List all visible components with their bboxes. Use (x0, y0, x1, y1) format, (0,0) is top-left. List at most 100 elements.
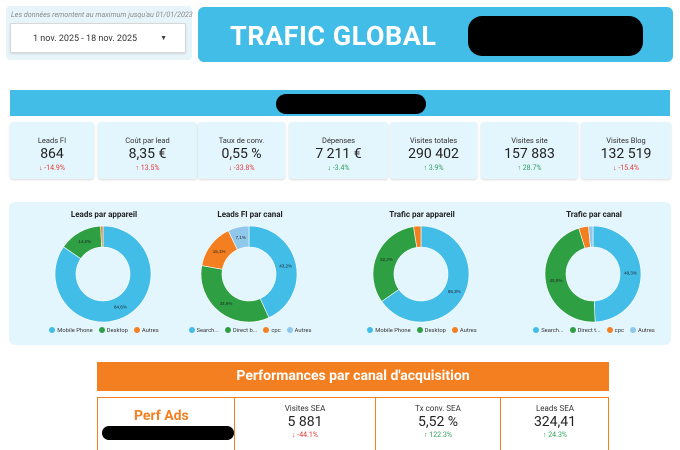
section-banner (10, 90, 670, 116)
legend-item: Autres (133, 327, 159, 334)
kpi-card-visites-blog: Visites Blog 132 519 ↓ -15.4% (581, 122, 671, 179)
chart-title: Leads FI par canal (217, 210, 283, 219)
kpi-delta: ↑ 28.7% (517, 164, 542, 172)
kpi-delta: ↓ -15.4% (613, 164, 639, 172)
donut-slice-2 (200, 265, 270, 323)
chart-title: Leads par appareil (70, 210, 138, 219)
legend-label: Desktop (424, 328, 446, 334)
legend-swatch (416, 327, 423, 333)
legend-swatch (606, 327, 613, 333)
legend-swatch (367, 327, 374, 333)
page-title: TRAFIC GLOBAL (230, 20, 437, 52)
legend-item: Desktop (98, 327, 128, 334)
legend-item: Autres (451, 327, 477, 334)
legend-swatch (569, 327, 576, 333)
arrow-down-icon: ↓ (613, 164, 619, 172)
donut-slice-1 (248, 225, 298, 319)
kpi-delta: ↑ 3.9% (423, 164, 444, 172)
slice-data-label: 7,1% (236, 235, 246, 240)
donut-svg: 84,6% 14,6% (54, 225, 152, 323)
kpi-card-depenses: Dépenses 7 211 € ↓ -3.4% (289, 122, 388, 179)
arrow-down-icon: ↓ (228, 164, 234, 172)
metric-delta: ↑ 24.3% (542, 431, 568, 439)
metric-label: Tx conv. SEA (415, 404, 461, 413)
donut-slice-2 (372, 226, 418, 302)
slice-data-label: 45,9% (550, 278, 563, 283)
arrow-up-icon: ↑ (135, 164, 141, 172)
metric-label: Visites SEA (284, 404, 326, 413)
donut-slice-1 (592, 225, 642, 323)
metric-value: 5 881 (287, 414, 323, 430)
legend-label: Desktop (106, 328, 128, 334)
date-range-value: 1 nov. 2025 - 18 nov. 2025 (33, 34, 138, 44)
legend-swatch (49, 327, 56, 333)
donut-chart-leads-canal: Leads FI par canal 43,2% 34,6% 15,1% 7,1% S… (175, 202, 325, 345)
legend-swatch (98, 327, 105, 333)
kpi-delta: ↓ -33.8% (228, 164, 255, 172)
legend-label: Mobile Phone (375, 328, 411, 334)
arrow-up-icon: ↑ (423, 164, 429, 172)
metric-delta: ↓ -44.1% (292, 431, 318, 439)
donut-slice-3 (413, 225, 422, 248)
kpi-label: Visites Blog (606, 136, 646, 145)
legend-item: Direct b... (224, 327, 258, 334)
kpi-label: Dépenses (322, 136, 355, 145)
chevron-down-icon: ▼ (160, 34, 167, 42)
metric-value: 324,41 (533, 414, 577, 430)
arrow-up-icon: ↑ (542, 431, 549, 439)
legend-label: Search... (196, 328, 219, 334)
performance-table: Perf Ads Visites SEA 5 881 ↓ -44.1% Tx c… (97, 397, 609, 450)
redaction-mark (102, 426, 234, 440)
legend-item: cpc (606, 327, 624, 334)
donut-chart-trafic-appareil: Trafic par appareil 65,3% 32,2% Mobile Ph… (347, 202, 497, 345)
metric-cell-leads-sea: Leads SEA 324,41 ↑ 24.3% (500, 398, 609, 450)
legend-label: Direct t... (577, 328, 601, 334)
chart-title: Trafic par canal (566, 210, 622, 219)
kpi-value: 157 883 (504, 146, 555, 162)
kpi-card-visites-site: Visites site 157 883 ↑ 28.7% (481, 122, 578, 179)
metric-label: Leads SEA (535, 404, 575, 413)
legend-label: Autres (294, 328, 312, 334)
arrow-up-icon: ↑ (424, 431, 430, 439)
legend-label: Autres (141, 328, 159, 334)
legend-swatch (286, 327, 293, 333)
chart-legend: Mobile Phone Desktop Autres (29, 327, 179, 334)
legend-item: cpc (263, 327, 281, 334)
legend-label: Direct b... (232, 328, 258, 334)
legend-item: Mobile Phone (367, 327, 411, 334)
donut-svg: 65,3% 32,2% (372, 225, 470, 323)
arrow-down-icon: ↓ (292, 431, 298, 439)
donut-slice-4 (227, 225, 250, 251)
donut-slice-1 (381, 225, 470, 323)
slice-data-label: 84,6% (114, 305, 127, 310)
legend-label: Search... (541, 328, 564, 334)
kpi-card-visites-totales: Visites totales 290 402 ↑ 3.9% (390, 122, 477, 179)
legend-item: Autres (629, 327, 655, 334)
kpi-label: Visites site (511, 136, 548, 145)
chart-legend: Search... Direct t... cpc Autres (519, 327, 669, 334)
slice-data-label: 43,2% (279, 264, 292, 269)
arrow-up-icon: ↑ (517, 164, 523, 172)
legend-swatch (629, 327, 636, 333)
legend-swatch (188, 327, 195, 333)
legend-label: Mobile Phone (57, 328, 93, 334)
legend-label: cpc (271, 328, 281, 334)
date-limit-note: Les données remontent au maximum jusqu'a… (11, 10, 193, 19)
legend-item: Mobile Phone (49, 327, 93, 334)
date-range-selector[interactable]: 1 nov. 2025 - 18 nov. 2025 ▼ (10, 23, 186, 53)
slice-data-label: 15,1% (213, 249, 226, 254)
donut-slice-4 (588, 225, 594, 248)
chart-legend: Mobile Phone Desktop Autres (347, 327, 497, 334)
kpi-value: 864 (40, 146, 64, 162)
charts-panel: Leads par appareil 84,6% 14,6% Mobile Pho… (9, 202, 671, 345)
arrow-down-icon: ↓ (39, 164, 45, 172)
legend-item: Search... (533, 327, 564, 334)
legend-item: Direct t... (569, 327, 601, 334)
slice-data-label: 34,6% (220, 301, 233, 306)
kpi-value: 290 402 (408, 146, 459, 162)
legend-swatch (451, 327, 458, 333)
legend-label: cpc (614, 328, 624, 334)
kpi-delta: ↑ 13.5% (135, 164, 160, 172)
metric-cell-visites-sea: Visites SEA 5 881 ↓ -44.1% (234, 398, 375, 450)
performance-title: Performances par canal d'acquisition (236, 368, 470, 384)
